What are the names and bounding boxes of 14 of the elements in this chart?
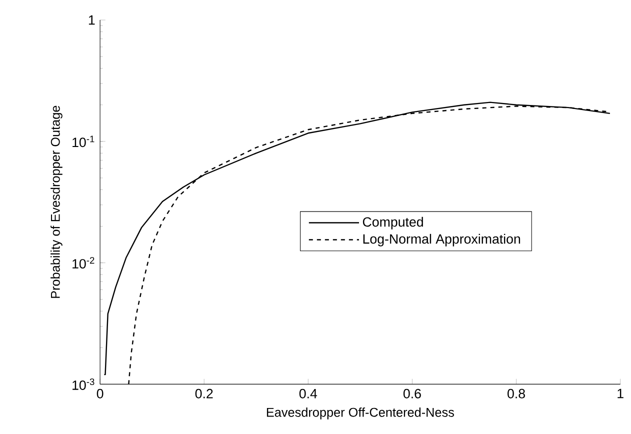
y-axis-title: Probability of Evesdropper Outage <box>50 106 62 298</box>
x-tick-label: 0.6 <box>403 388 421 398</box>
legend-label: Computed <box>362 216 423 230</box>
x-tick-label: 0.2 <box>195 388 213 398</box>
x-tick-label: 0 <box>96 388 104 398</box>
x-tick-label: 1 <box>618 388 624 398</box>
legend-label: Log-Normal Approximation <box>363 234 520 246</box>
x-tick-label: 0.8 <box>508 388 525 398</box>
y-tick-label: 10$^{-3}$ <box>72 378 94 390</box>
y-tick-label: 10$^{-2}$ <box>72 256 94 268</box>
x-axis-title: Eavesdropper Off-Centered-Ness <box>266 407 454 420</box>
x-tick-label: 0.4 <box>299 388 318 398</box>
y-tick-label: 1 <box>88 15 95 24</box>
y-tick-label: 10$^{-1}$ <box>72 136 94 147</box>
